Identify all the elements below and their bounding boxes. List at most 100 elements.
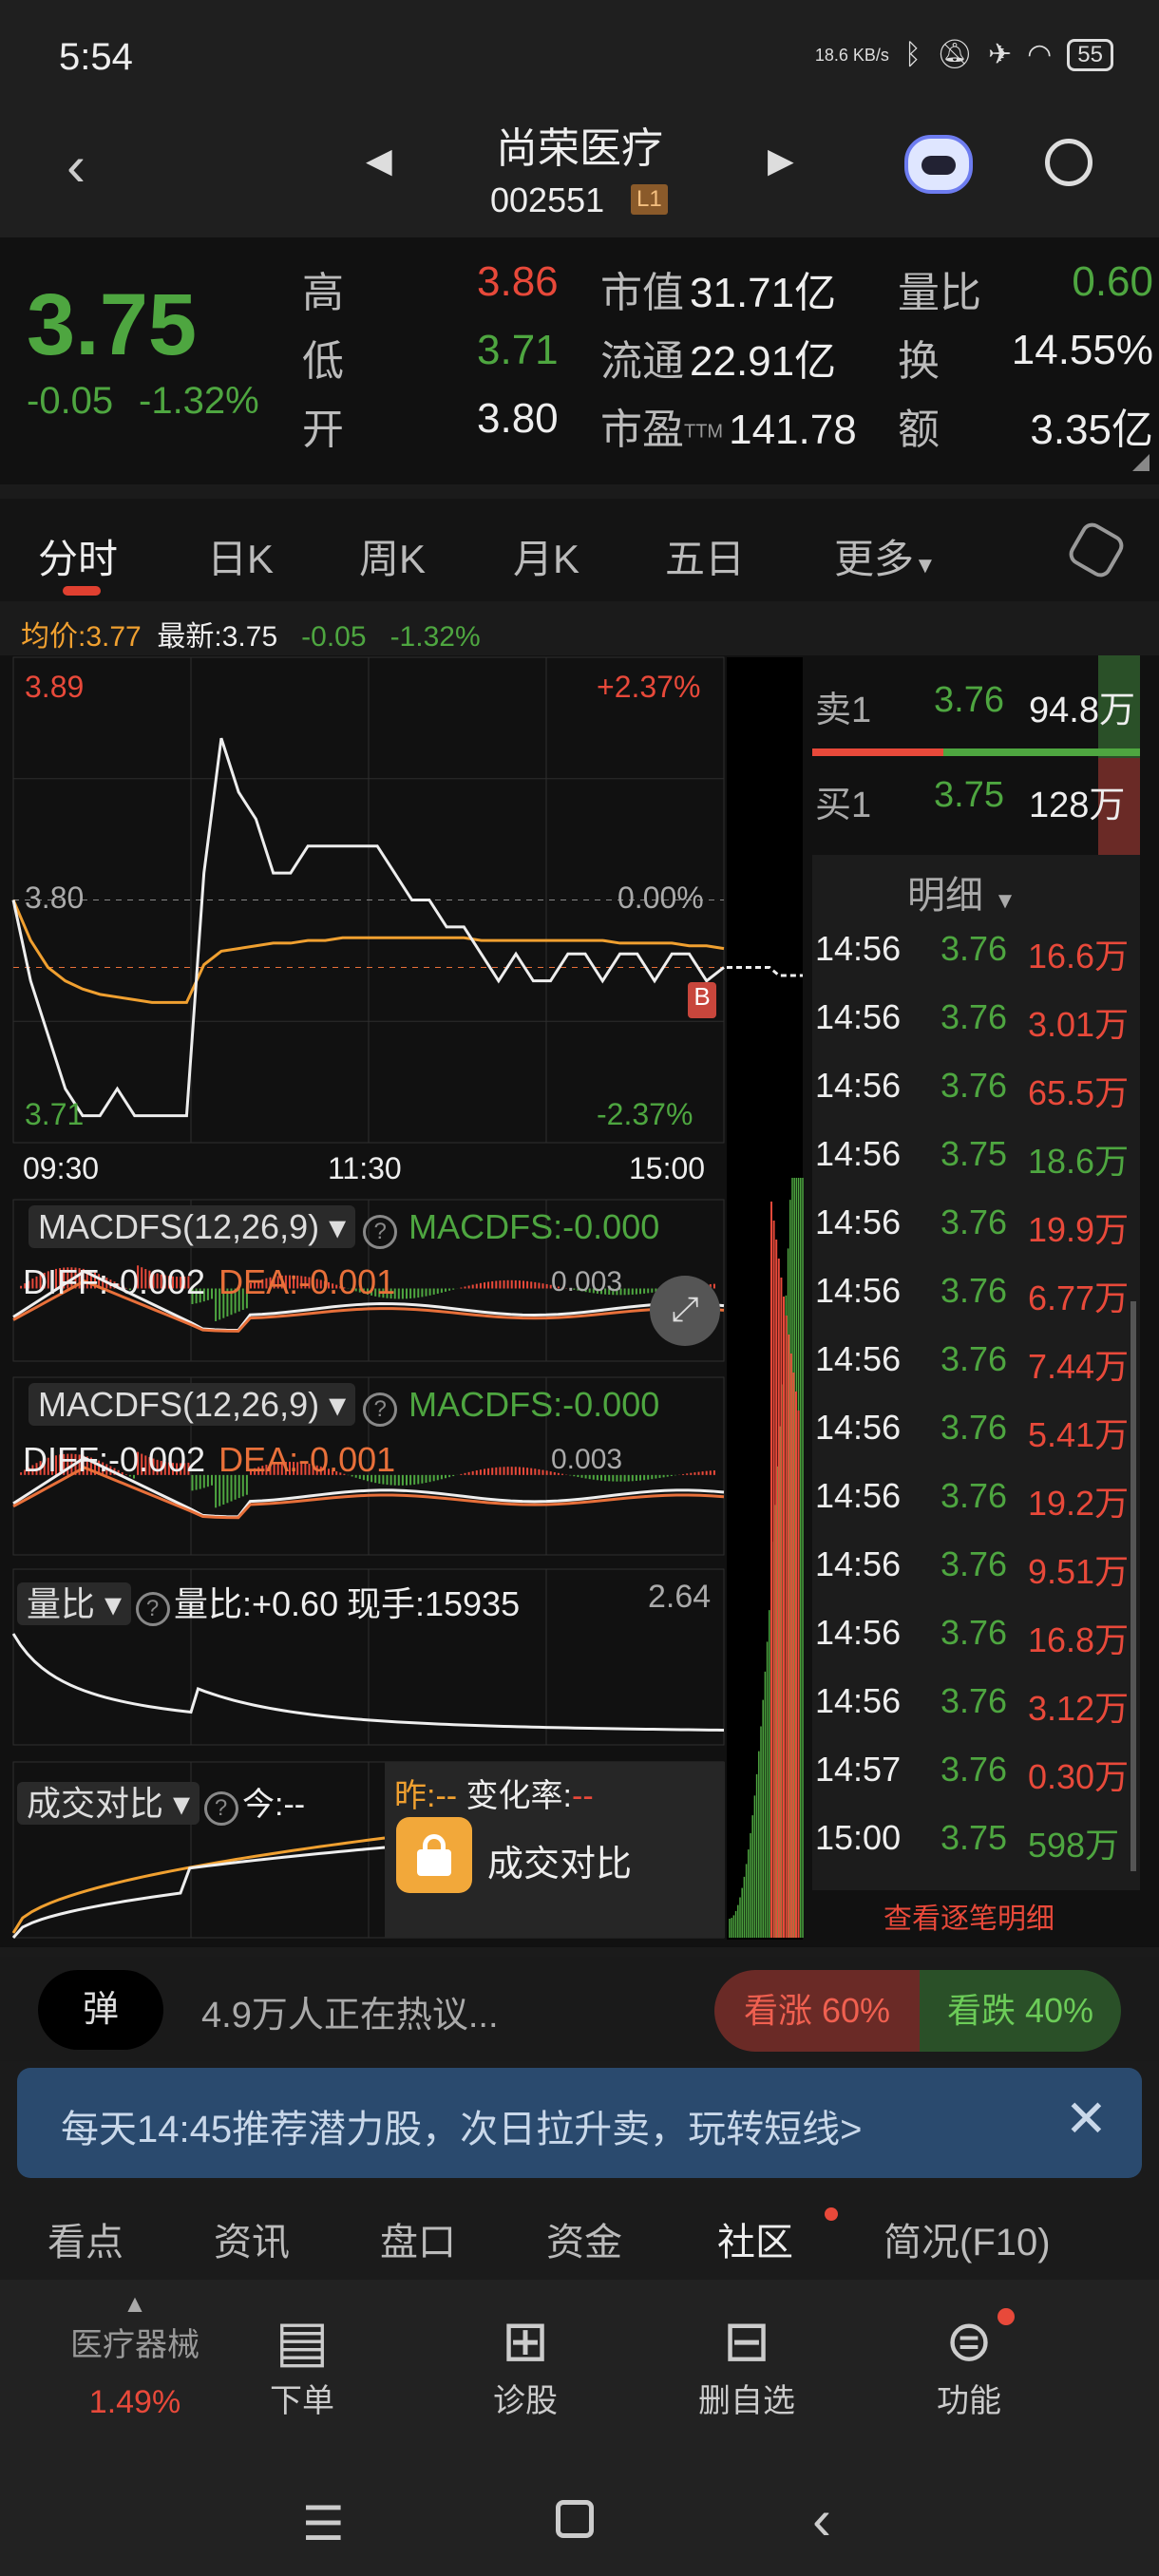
nav-3[interactable]: ⊜ 功能 <box>893 2308 1045 2421</box>
volume-ratio-selector[interactable]: 量比 ▾ <box>17 1582 132 1625</box>
sector-name: 医疗器械 <box>70 2327 200 2363</box>
promo-banner[interactable]: 每天14:45推荐潜力股，次日拉升卖，玩转短线> ✕ <box>17 2068 1142 2178</box>
detail-price: 3.76 <box>940 1544 1008 1583</box>
home-icon[interactable] <box>556 2500 594 2538</box>
turnover-compare-selector[interactable]: 成交对比 ▾ <box>17 1782 200 1825</box>
tab-3[interactable]: 月K <box>513 527 580 585</box>
stat-label: 高 <box>302 270 344 316</box>
detail-time: 14:56 <box>815 1408 902 1447</box>
detail-row: 14:56 3.76 16.6万 <box>815 929 1138 978</box>
stat3-value: 0.60 <box>1072 258 1153 305</box>
view-tick-detail-link[interactable]: 查看逐笔明细 <box>884 1904 1054 1935</box>
info-change: -0.05 <box>301 621 367 653</box>
macd-selector[interactable]: MACDFS(12,26,9) ▾ <box>28 1205 356 1248</box>
diff-line <box>12 1269 725 1333</box>
macd-name: MACDFS(12,26,9) <box>38 1207 320 1246</box>
section-tab[interactable]: 资金 <box>546 2222 622 2263</box>
diff-value: DIFF:-0.002 <box>23 1440 206 1479</box>
help-icon[interactable]: ? <box>203 1791 238 1826</box>
detail-price: 3.76 <box>940 1613 1008 1652</box>
search-icon[interactable] <box>1045 139 1092 186</box>
detail-price: 3.76 <box>940 997 1008 1036</box>
detail-row: 14:56 3.76 9.51万 <box>815 1544 1138 1594</box>
help-icon[interactable]: ? <box>135 1592 170 1626</box>
detail-time: 14:56 <box>815 1134 902 1173</box>
detail-volume: 6.77万 <box>1028 1279 1130 1317</box>
section-tab[interactable]: 盘口 <box>380 2222 456 2263</box>
danmaku-toggle[interactable]: 弹 <box>38 1970 163 2050</box>
tab-2[interactable]: 周K <box>359 527 426 585</box>
detail-volume: 18.6万 <box>1028 1142 1130 1181</box>
detail-scrollbar[interactable] <box>1130 1301 1136 1871</box>
detail-price: 3.76 <box>940 1750 1008 1789</box>
bullish-button[interactable]: 看涨 60% <box>714 1970 920 2052</box>
bearish-button[interactable]: 看跌 40% <box>920 1970 1121 2052</box>
bottom-nav: ▲ 医疗器械 1.49% ▤ 下单 ⊞ 诊股 ⊟ 删自选 ⊜ 功能 ☰ ‹ <box>0 2280 1159 2576</box>
prev-stock-icon[interactable]: ◀ <box>366 141 392 180</box>
price-change-pct: -1.32% <box>139 380 259 422</box>
settings-icon[interactable] <box>1065 519 1128 581</box>
detail-time: 14:56 <box>815 997 902 1036</box>
buy-marker[interactable]: B <box>688 982 716 1018</box>
detail-row: 14:56 3.75 18.6万 <box>815 1134 1138 1184</box>
chart-tabs: 分时 日K 周K 月K 五日 更多▼ <box>0 499 1159 601</box>
discussion-text[interactable]: 4.9万人正在热议... <box>201 1996 499 2036</box>
detail-price: 3.76 <box>940 1339 1008 1378</box>
detail-title-text: 明细 <box>907 875 983 917</box>
locked-overlay[interactable]: 昨:-- 变化率:-- 成交对比 <box>385 1762 725 1938</box>
fullscreen-icon[interactable]: ⤢ <box>650 1276 720 1346</box>
stat2-value: 22.91亿 <box>690 338 837 385</box>
tab-1[interactable]: 日K <box>207 527 274 585</box>
tab-0[interactable]: 分时 <box>38 527 118 585</box>
system-back-icon[interactable]: ‹ <box>812 2488 831 2551</box>
header: ‹ ◀ 尚荣医疗 002551 L1 ▶ <box>0 104 1159 237</box>
close-icon[interactable]: ✕ <box>1064 2091 1108 2148</box>
dea-line <box>12 1279 725 1333</box>
section-tab[interactable]: 社区 <box>717 2222 793 2263</box>
macd-selector[interactable]: MACDFS(12,26,9) ▾ <box>28 1383 356 1426</box>
tab-4[interactable]: 五日 <box>665 527 745 585</box>
section-tab[interactable]: 看点 <box>48 2222 124 2263</box>
stat-label: 开 <box>302 407 344 453</box>
section-tab[interactable]: 简况(F10) <box>884 2222 1051 2263</box>
nav-2[interactable]: ⊟ 删自选 <box>671 2308 823 2421</box>
detail-volume: 7.44万 <box>1028 1347 1130 1386</box>
section-tab[interactable]: 资讯 <box>214 2222 290 2263</box>
volume-ratio-header: 量比 ▾ ? 量比:+0.60 现手:15935 <box>17 1577 520 1626</box>
detail-price: 3.76 <box>940 929 1008 968</box>
next-stock-icon[interactable]: ▶ <box>768 141 794 180</box>
detail-title[interactable]: 明细 ▼ <box>907 864 1016 919</box>
nav-0[interactable]: ▤ 下单 <box>226 2308 378 2421</box>
menu-icon[interactable]: ☰ <box>302 2497 345 2550</box>
back-icon[interactable]: ‹ <box>66 134 86 198</box>
buy-label: 买1 <box>815 786 872 825</box>
dea-line <box>12 1466 725 1520</box>
sell-1-row: 卖1 3.76 94.8万 <box>815 680 1138 732</box>
ai-assistant-icon[interactable] <box>904 135 973 194</box>
notification-dot <box>825 2207 838 2221</box>
active-tab-indicator <box>63 586 101 596</box>
quote-panel: 3.75 -0.05 -1.32% 高 3.86 低 3.71 开 3.80 市值 31.71… <box>0 237 1159 484</box>
expand-corner-icon[interactable] <box>1132 454 1150 471</box>
airplane-icon: ✈ <box>987 39 1013 70</box>
help-icon[interactable]: ? <box>363 1215 398 1249</box>
stat2-value: 141.78 <box>729 407 857 453</box>
detail-price: 3.76 <box>940 1203 1008 1241</box>
nav-1[interactable]: ⊞ 诊股 <box>449 2308 601 2421</box>
volume-ratio-top: 2.64 <box>648 1579 712 1615</box>
detail-volume: 16.6万 <box>1028 937 1130 975</box>
help-icon[interactable]: ? <box>363 1392 398 1427</box>
price-line <box>11 737 725 1118</box>
intraday-chart[interactable] <box>0 655 1159 1947</box>
detail-volume: 598万 <box>1028 1826 1120 1865</box>
buy-price: 3.75 <box>934 775 1004 815</box>
lock-icon <box>396 1817 472 1893</box>
tab-5[interactable]: 更多▼ <box>834 527 937 585</box>
functions-icon: ⊜ <box>944 2309 994 2373</box>
after-hours-line <box>727 965 803 977</box>
discussion-bar: 弹 4.9万人正在热议... 看涨 60% 看跌 40% <box>0 1957 1159 2061</box>
banner-text: 每天14:45推荐潜力股，次日拉升卖，玩转短线> <box>61 2109 863 2150</box>
detail-price: 3.76 <box>940 1066 1008 1105</box>
sector-item[interactable]: ▲ 医疗器械 1.49% <box>59 2289 211 2421</box>
detail-row: 14:56 3.76 5.41万 <box>815 1408 1138 1457</box>
